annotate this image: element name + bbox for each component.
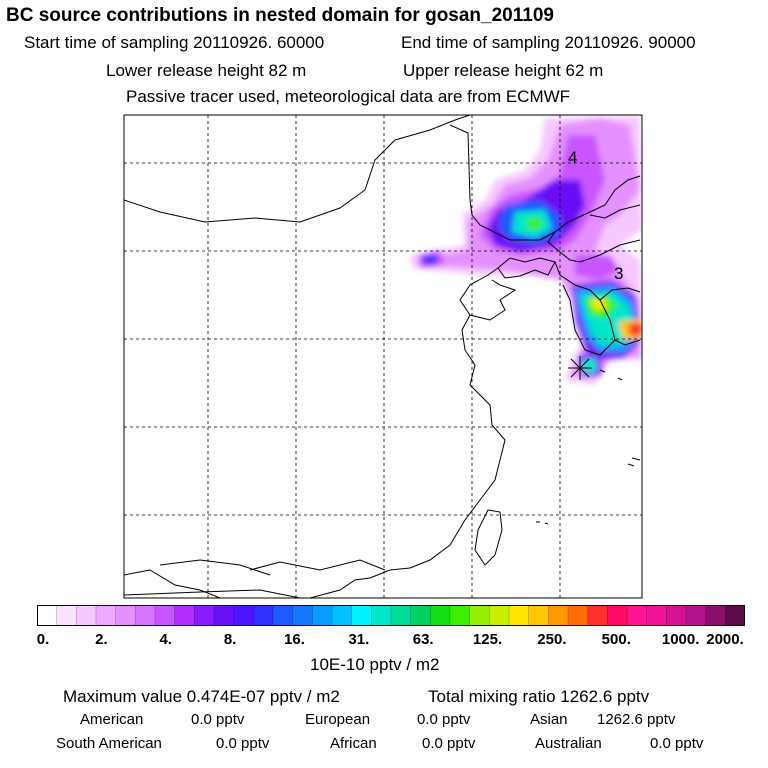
colorbar-swatch xyxy=(725,605,745,626)
colorbar-swatch xyxy=(509,605,530,626)
region-value-african: 0.0 pptv xyxy=(422,735,476,752)
colorbar-swatch xyxy=(351,605,372,626)
colorbar-swatch xyxy=(332,605,353,626)
region-value-asian: 1262.6 pptv xyxy=(597,711,676,728)
tracer-note: Passive tracer used, meteorological data… xyxy=(126,87,571,106)
upper-release-label: Upper release height 62 m xyxy=(403,61,604,80)
colorbar-tick-label: 31. xyxy=(348,631,370,648)
region-value-european: 0.0 pptv xyxy=(417,711,471,728)
concentration-plume xyxy=(410,116,642,385)
colorbar-tick-label: 4. xyxy=(159,631,172,648)
colorbar-swatch xyxy=(174,605,195,626)
colorbar-swatch xyxy=(155,605,176,626)
map-frame xyxy=(123,114,643,599)
colorbar-swatch xyxy=(292,605,313,626)
plot-title: BC source contributions in nested domain… xyxy=(6,5,554,26)
coastlines xyxy=(124,115,641,598)
colorbar-swatch xyxy=(273,605,294,626)
receptor-star-icon xyxy=(568,356,592,380)
colorbar-swatch xyxy=(135,605,156,626)
colorbar-swatch xyxy=(705,605,726,626)
colorbar-swatch xyxy=(646,605,667,626)
colorbar-swatch xyxy=(686,605,707,626)
lower-release-label: Lower release height 82 m xyxy=(106,61,307,80)
colorbar-tick-label: 16. xyxy=(284,631,305,648)
colorbar-swatch xyxy=(607,605,628,626)
colorbar-swatch xyxy=(194,605,215,626)
colorbar-tick-label: 500. xyxy=(601,631,631,648)
colorbar-swatch xyxy=(587,605,608,626)
colorbar-tick-label: 250. xyxy=(537,631,567,648)
colorbar xyxy=(37,605,745,626)
colorbar-swatch xyxy=(115,605,136,626)
colorbar-tick-label: 0. xyxy=(36,631,50,648)
region-name-australian: Australian xyxy=(535,735,602,752)
start-time-label: Start time of sampling 20110926. 60000 xyxy=(24,33,325,52)
colorbar-swatch xyxy=(96,605,117,626)
colorbar-tick-label: 2. xyxy=(95,631,108,648)
colorbar-swatch xyxy=(410,605,431,626)
colorbar-tick-label: 63. xyxy=(412,631,434,648)
maximum-value: Maximum value 0.474E-07 pptv / m2 xyxy=(63,687,340,706)
colorbar-swatch xyxy=(233,605,254,626)
trajectory-label-4: 4 xyxy=(568,148,577,167)
colorbar-swatch xyxy=(450,605,471,626)
trajectory-label-3: 3 xyxy=(614,264,623,283)
colorbar-tick-label: 125. xyxy=(472,631,503,648)
colorbar-tick-label: 1000. xyxy=(661,631,700,648)
colorbar-unit: 10E-10 pptv / m2 xyxy=(310,655,440,674)
colorbar-swatch xyxy=(627,605,648,626)
colorbar-swatch xyxy=(489,605,510,626)
colorbar-border xyxy=(37,605,745,626)
colorbar-swatch xyxy=(548,605,569,626)
lat-lon-grid xyxy=(124,115,642,598)
region-name-african: African xyxy=(330,735,377,752)
region-value-american: 0.0 pptv xyxy=(191,711,245,728)
colorbar-swatch xyxy=(56,605,77,626)
colorbar-tick-label: 8. xyxy=(223,631,237,648)
colorbar-swatch xyxy=(568,605,589,626)
colorbar-swatch xyxy=(312,605,333,626)
region-name-european: European xyxy=(305,711,371,728)
colorbar-swatch xyxy=(214,605,235,626)
colorbar-swatch xyxy=(528,605,549,626)
colorbar-swatch xyxy=(76,605,97,626)
region-name-asian: Asian xyxy=(530,711,568,728)
colorbar-tick-label: 2000. xyxy=(706,631,744,648)
total-mixing-ratio: Total mixing ratio 1262.6 pptv xyxy=(428,687,650,706)
region-value-south-american: 0.0 pptv xyxy=(216,735,270,752)
colorbar-swatch xyxy=(666,605,687,626)
colorbar-swatch xyxy=(391,605,412,626)
region-name-american: American xyxy=(80,711,144,728)
end-time-label: End time of sampling 20110926. 90000 xyxy=(401,33,696,52)
region-name-south-american: South American xyxy=(56,735,162,752)
colorbar-swatch xyxy=(37,605,58,626)
colorbar-swatch xyxy=(371,605,392,626)
colorbar-swatch xyxy=(469,605,490,626)
region-value-australian: 0.0 pptv xyxy=(650,735,704,752)
colorbar-swatch xyxy=(430,605,451,626)
colorbar-swatch xyxy=(253,605,274,626)
